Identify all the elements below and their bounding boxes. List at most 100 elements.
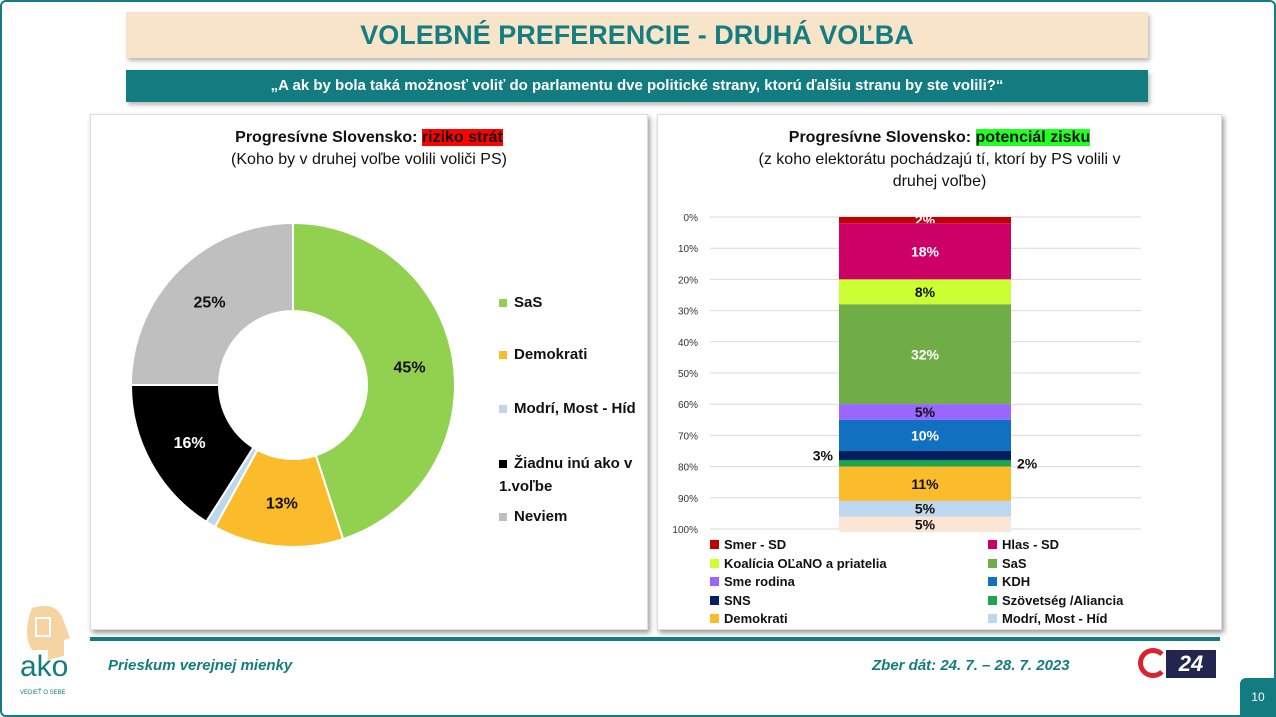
- donut-data-label: 16%: [174, 435, 206, 452]
- bar-data-label: 5%: [915, 404, 936, 420]
- y-tick-label: 80%: [678, 463, 698, 474]
- bar-data-label: 3%: [813, 448, 834, 464]
- legend-label: Hlas - SD: [1002, 537, 1060, 552]
- footer-divider: [90, 637, 1220, 641]
- legend-label: Koalícia OĽaNO a priatelia: [724, 555, 887, 571]
- y-tick-label: 30%: [678, 307, 698, 318]
- legend-swatch: [499, 299, 507, 308]
- bar-data-label: 18%: [911, 243, 940, 259]
- legend-label: Sme rodina: [724, 574, 795, 589]
- legend-label: KDH: [1002, 574, 1031, 589]
- legend-swatch: [710, 595, 719, 605]
- legend-item: Modrí, Most - Híd: [499, 397, 649, 420]
- legend-label: SaS: [1002, 555, 1027, 571]
- legend-label: Modrí, Most - Híd: [514, 400, 636, 417]
- legend-swatch: [499, 405, 507, 414]
- legend-item: Demokrati: [710, 611, 788, 626]
- donut-data-label: 45%: [394, 360, 426, 377]
- bar-subtitle-1: (z koho elektorátu pochádzajú tí, ktorí …: [758, 151, 1121, 168]
- title-prefix: Progresívne Slovensko:: [788, 129, 972, 146]
- legend-label: Demokrati: [514, 346, 588, 363]
- bar-data-label: 8%: [915, 284, 936, 300]
- bar-segment: [839, 451, 1011, 461]
- legend-label: Modrí, Most - Híd: [1002, 611, 1108, 626]
- y-tick-label: 50%: [678, 369, 698, 380]
- legend-item: Smer - SD: [710, 537, 786, 552]
- legend-swatch: [988, 595, 997, 605]
- legend-item: Neviem: [499, 505, 649, 528]
- legend-item: Szövetség /Aliancia: [988, 593, 1123, 608]
- title-prefix: Progresívne Slovensko:: [235, 129, 418, 146]
- legend-label: SaS: [514, 294, 543, 311]
- legend-swatch: [988, 577, 997, 586]
- legend-item: Koalícia OĽaNO a priatelia: [710, 556, 887, 571]
- tv-logo-circle: [1138, 648, 1168, 678]
- footer-dates: Zber dát: 24. 7. – 28. 7. 2023: [872, 657, 1070, 674]
- bar-data-label: 2%: [1017, 455, 1038, 471]
- legend-label: Szövetség /Aliancia: [1002, 592, 1124, 608]
- y-tick-label: 90%: [678, 494, 698, 505]
- y-tick-label: 40%: [678, 338, 698, 349]
- legend-label: Smer - SD: [724, 537, 787, 552]
- legend-swatch: [988, 540, 997, 549]
- donut-panel: Progresívne Slovensko: riziko strát (Koh…: [90, 114, 648, 630]
- legend-item: KDH: [988, 574, 1030, 589]
- bar-subtitle-2: druhej voľbe): [892, 173, 987, 190]
- donut-slice: [129, 384, 255, 524]
- legend-swatch: [710, 558, 719, 568]
- bar-data-label: 32%: [911, 346, 940, 362]
- donut-data-label: 25%: [194, 295, 226, 312]
- legend-label: Neviem: [514, 508, 568, 525]
- bar-data-label: 5%: [915, 516, 936, 532]
- legend-item: Demokrati: [499, 343, 649, 366]
- y-tick-label: 0%: [684, 213, 699, 224]
- bar-segment: [839, 404, 1011, 420]
- logo-text: ako: [20, 650, 68, 683]
- legend-item: Modrí, Most - Híd: [988, 611, 1107, 626]
- y-tick-label: 10%: [678, 244, 698, 255]
- footer-survey-label: Prieskum verejnej mienky: [108, 657, 293, 674]
- logo-tagline: VEDIEŤ O SEBE: [20, 688, 66, 696]
- bar-segment: [839, 217, 1011, 224]
- bar-segment: [839, 466, 1011, 501]
- legend-swatch: [499, 351, 507, 360]
- legend-swatch: [710, 540, 719, 549]
- bar-segment: [839, 223, 1011, 280]
- ako-logo: ako VEDIEŤ O SEBE: [20, 605, 70, 696]
- bar-segment: [839, 304, 1011, 405]
- bar-data-label: 10%: [911, 427, 940, 443]
- legend-item: SaS: [499, 291, 649, 314]
- legend-swatch: [499, 460, 507, 469]
- donut-slice: [292, 221, 456, 541]
- donut-slice: [129, 221, 294, 386]
- donut-title: Progresívne Slovensko: riziko strát: [91, 127, 647, 149]
- y-tick-label: 20%: [678, 275, 698, 286]
- legend-label: Žiadnu inú ako v 1.voľbe: [499, 455, 633, 495]
- legend-swatch: [710, 614, 719, 623]
- tv-logo-24: 24: [1166, 650, 1216, 678]
- legend-swatch: [988, 614, 997, 623]
- title-highlight: riziko strát: [421, 129, 503, 146]
- page-number: 10: [1240, 678, 1276, 717]
- legend-item: SNS: [710, 593, 751, 608]
- legend-item: SaS: [988, 556, 1027, 571]
- legend-swatch: [988, 558, 997, 568]
- legend-item: Sme rodina: [710, 574, 795, 589]
- bar-segment: [839, 500, 1011, 517]
- bar-segment: [839, 516, 1011, 533]
- donut-subtitle: (Koho by v druhej voľbe volili voliči PS…: [231, 151, 507, 168]
- y-tick-label: 100%: [672, 525, 698, 536]
- legend-swatch: [499, 513, 507, 522]
- survey-question: „A ak by bola taká možnosť voliť do parl…: [126, 70, 1148, 102]
- bar-segment: [839, 419, 1011, 451]
- legend-swatch: [710, 577, 719, 586]
- bar-segment: [839, 460, 1011, 467]
- bar-data-label: 5%: [915, 501, 936, 517]
- legend-label: SNS: [724, 592, 751, 608]
- donut-data-label: 13%: [266, 495, 298, 512]
- y-tick-label: 70%: [678, 431, 698, 442]
- stacked-bar-chart: 0% 10% 20% 30% 40% 50% 60% 70% 80% 90% 100% 2% 18% 8%…: [672, 212, 1141, 536]
- title-highlight: potenciál zisku: [975, 129, 1091, 146]
- legend-label: Demokrati: [724, 611, 788, 626]
- bar-title: Progresívne Slovensko: potenciál zisku: [658, 127, 1221, 149]
